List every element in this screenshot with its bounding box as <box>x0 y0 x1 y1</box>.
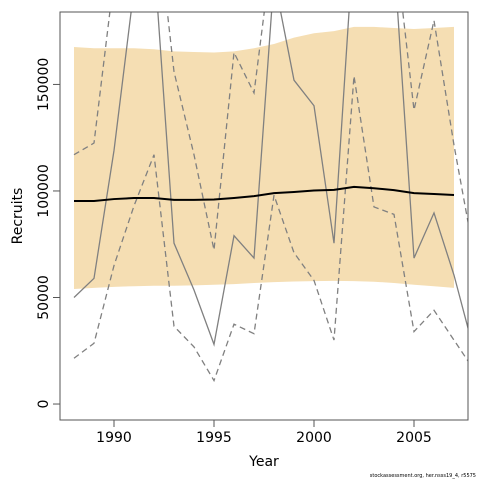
y-axis-label: Recruits <box>10 188 26 245</box>
x-tick-label: 2005 <box>396 430 432 446</box>
plot-frame <box>59 11 469 421</box>
y-tick-label: 100000 <box>36 164 52 217</box>
confidence-band <box>74 26 454 289</box>
x-tick-label: 1995 <box>196 430 232 446</box>
y-tick-label: 50000 <box>36 275 52 320</box>
footnote: stockassessment.org, her.nsss19_4, r5575 <box>370 473 476 479</box>
x-axis-label: Year <box>248 454 279 470</box>
series-line <box>73 75 468 383</box>
plot-area <box>73 12 468 383</box>
x-tick-label: 2000 <box>296 430 332 446</box>
x-tick-label: 1990 <box>96 430 132 446</box>
series-line <box>73 12 468 347</box>
series-line <box>74 185 455 202</box>
y-tick-label: 0 <box>36 400 52 409</box>
y-tick-label: 150000 <box>36 58 52 111</box>
